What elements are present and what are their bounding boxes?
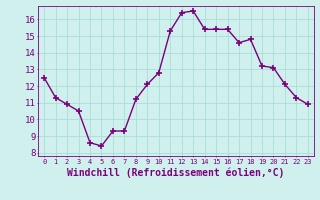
X-axis label: Windchill (Refroidissement éolien,°C): Windchill (Refroidissement éolien,°C) [67, 168, 285, 178]
